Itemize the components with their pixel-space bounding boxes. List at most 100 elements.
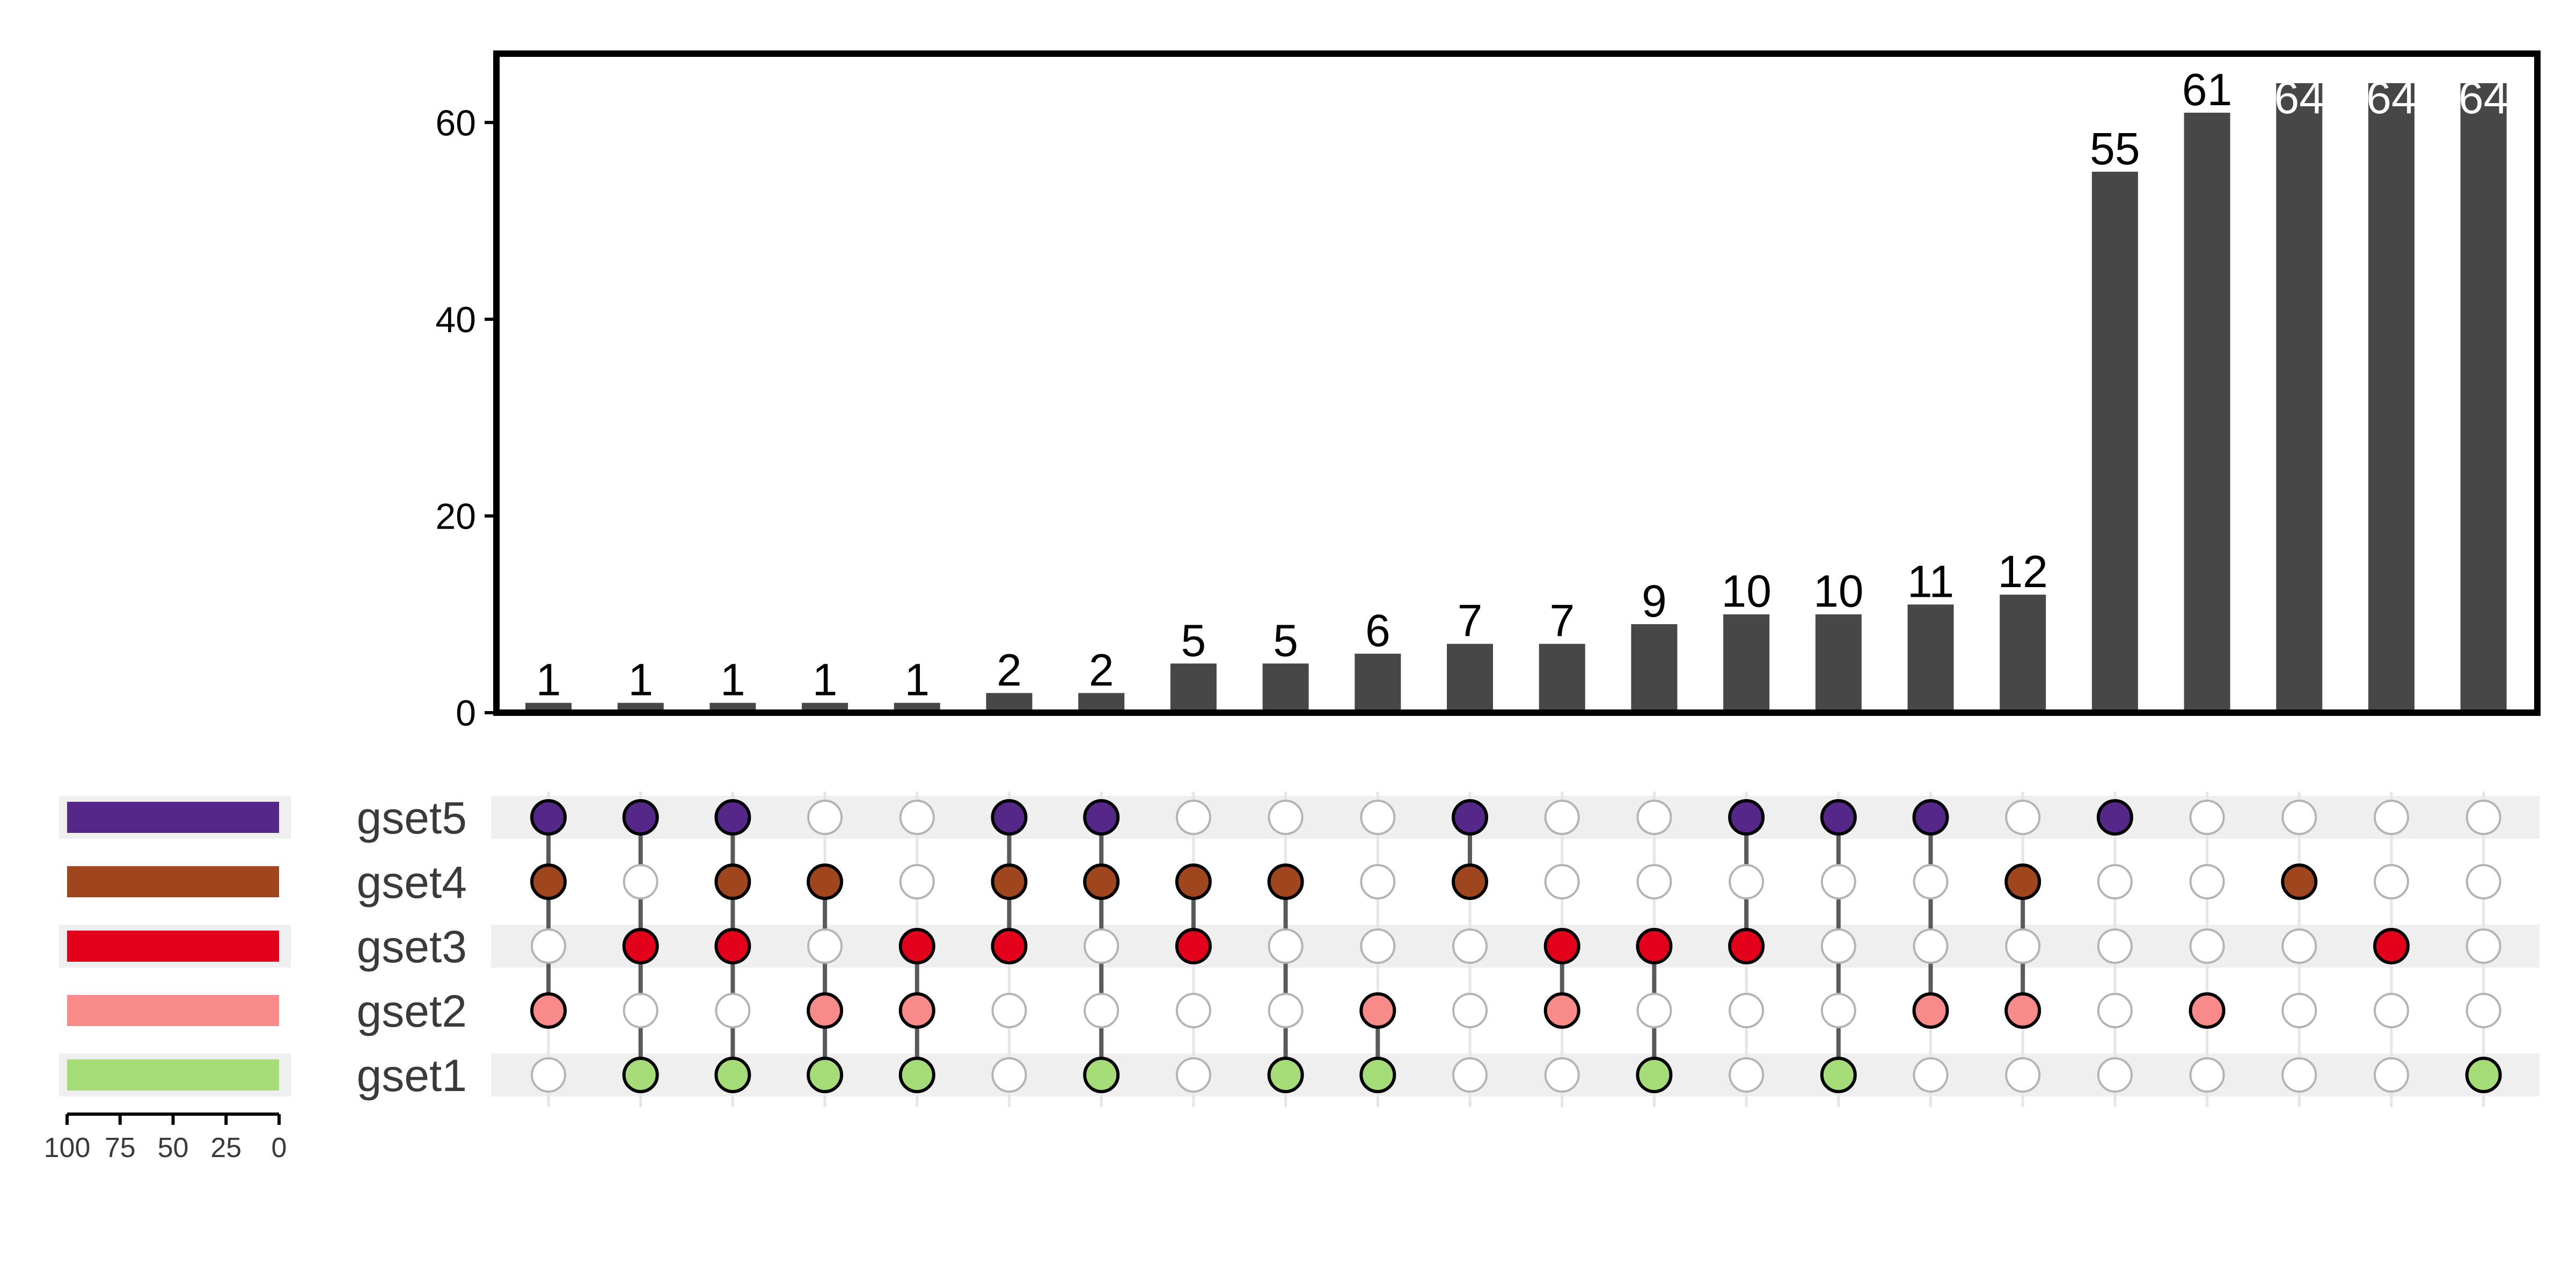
set-dot-filled: [1267, 1057, 1304, 1093]
set-dot-empty: [531, 928, 566, 964]
set-dot-empty: [1360, 864, 1396, 899]
set-dot-empty: [1360, 800, 1396, 835]
set-dot-empty: [991, 1057, 1027, 1093]
bar-value-label: 7: [1549, 596, 1575, 646]
set-dot-empty: [2097, 993, 2133, 1028]
set-dot-empty: [2097, 1057, 2133, 1093]
set-dot-empty: [715, 993, 751, 1028]
y-tick-label: 20: [435, 496, 476, 537]
set-dot-empty: [1452, 1057, 1488, 1093]
set-dot-filled: [991, 799, 1028, 836]
set-name-label: gset1: [357, 1050, 467, 1101]
set-dot-empty: [807, 800, 843, 835]
set-size-tick-label: 25: [210, 1132, 241, 1163]
intersection-bar: [1170, 663, 1217, 713]
set-dot-empty: [531, 1057, 566, 1093]
intersection-bar: [986, 693, 1033, 713]
set-dot-filled: [530, 992, 567, 1029]
set-dot-empty: [1636, 800, 1672, 835]
set-dot-empty: [2374, 800, 2409, 835]
set-dot-empty: [1452, 993, 1488, 1028]
set-dot-filled: [530, 799, 567, 836]
set-dot-empty: [1175, 1057, 1211, 1093]
set-dot-empty: [2005, 1057, 2041, 1093]
set-size-bar: [67, 866, 279, 897]
set-dot-empty: [2465, 993, 2501, 1028]
set-dot-filled: [1175, 863, 1212, 900]
set-dot-filled: [2465, 1057, 2502, 1093]
intersection-bar: [2276, 83, 2323, 713]
set-dot-filled: [1083, 799, 1120, 836]
bar-value-label: 7: [1458, 596, 1483, 646]
set-dot-filled: [1912, 799, 1949, 836]
bar-value-label: 55: [2090, 123, 2140, 174]
bar-value-label: 2: [1089, 645, 1114, 695]
set-dot-filled: [807, 1057, 844, 1093]
set-dot-empty: [899, 800, 935, 835]
bar-panel-border: [493, 50, 2541, 716]
bar-value-label: 64: [2274, 72, 2324, 123]
intersection-bar: [1262, 663, 1309, 713]
set-dot-empty: [2097, 864, 2133, 899]
set-dot-empty: [1820, 993, 1856, 1028]
set-dot-empty: [623, 864, 658, 899]
set-dot-filled: [714, 1057, 751, 1093]
matrix-row-stripe: [491, 796, 2540, 839]
set-dot-empty: [2189, 864, 2225, 899]
set-dot-empty: [1084, 928, 1119, 964]
bar-value-label: 9: [1642, 576, 1667, 626]
bar-value-label: 1: [904, 655, 930, 705]
y-tick-label: 0: [456, 693, 476, 734]
set-dot-empty: [899, 864, 935, 899]
set-dot-empty: [1729, 993, 1765, 1028]
intersection-bar: [2460, 83, 2507, 713]
set-dot-empty: [2374, 993, 2409, 1028]
intersection-matrix-panel: gset5 gset4 gset3 gset2 gset1: [357, 792, 2540, 1107]
set-dot-empty: [2374, 1057, 2409, 1093]
set-dot-filled: [1359, 1057, 1396, 1093]
set-dot-empty: [2189, 928, 2225, 964]
set-dot-filled: [622, 1057, 659, 1093]
set-dot-empty: [2097, 928, 2133, 964]
set-dot-filled: [898, 992, 935, 1029]
bar-value-label: 12: [1997, 546, 2047, 597]
set-dot-empty: [1636, 864, 1672, 899]
set-dot-filled: [2004, 863, 2041, 900]
set-size-tick-label: 100: [44, 1132, 91, 1163]
set-name-label: gset4: [357, 857, 467, 908]
set-size-bar: [67, 1059, 279, 1091]
set-dot-empty: [991, 993, 1027, 1028]
set-dot-filled: [1636, 928, 1673, 964]
set-dot-empty: [1268, 928, 1304, 964]
set-dot-filled: [1912, 992, 1949, 1029]
set-dot-empty: [2281, 993, 2317, 1028]
y-tick-label: 40: [435, 299, 476, 340]
bar-value-label: 1: [536, 655, 561, 705]
set-dot-empty: [1544, 864, 1580, 899]
bar-value-label: 1: [628, 655, 653, 705]
set-dot-empty: [623, 993, 658, 1028]
matrix-row-stripe: [491, 1053, 2540, 1096]
set-dot-filled: [530, 863, 567, 900]
intersection-bar: [2000, 595, 2046, 713]
set-dot-empty: [2189, 800, 2225, 835]
bar-value-label: 1: [813, 655, 838, 705]
set-dot-filled: [2189, 992, 2226, 1029]
intersection-bar: [2091, 171, 2138, 713]
set-dot-filled: [991, 928, 1028, 964]
intersection-bar: [1355, 654, 1401, 713]
set-dot-filled: [1083, 863, 1120, 900]
set-dot-empty: [2465, 928, 2501, 964]
intersection-bar: [1723, 614, 1770, 713]
set-dot-filled: [807, 992, 844, 1029]
set-size-panel: 100 75 50 25 0: [44, 796, 291, 1163]
bar-value-label: 6: [1365, 605, 1391, 656]
set-dot-empty: [1913, 864, 1949, 899]
set-dot-empty: [1084, 993, 1119, 1028]
intersection-bar: [1539, 643, 1585, 713]
set-size-tick-label: 0: [272, 1132, 287, 1163]
bar-value-label: 61: [2182, 64, 2232, 115]
set-dot-filled: [1452, 799, 1488, 836]
bar-value-label: 1: [720, 655, 745, 705]
set-dot-empty: [2281, 800, 2317, 835]
